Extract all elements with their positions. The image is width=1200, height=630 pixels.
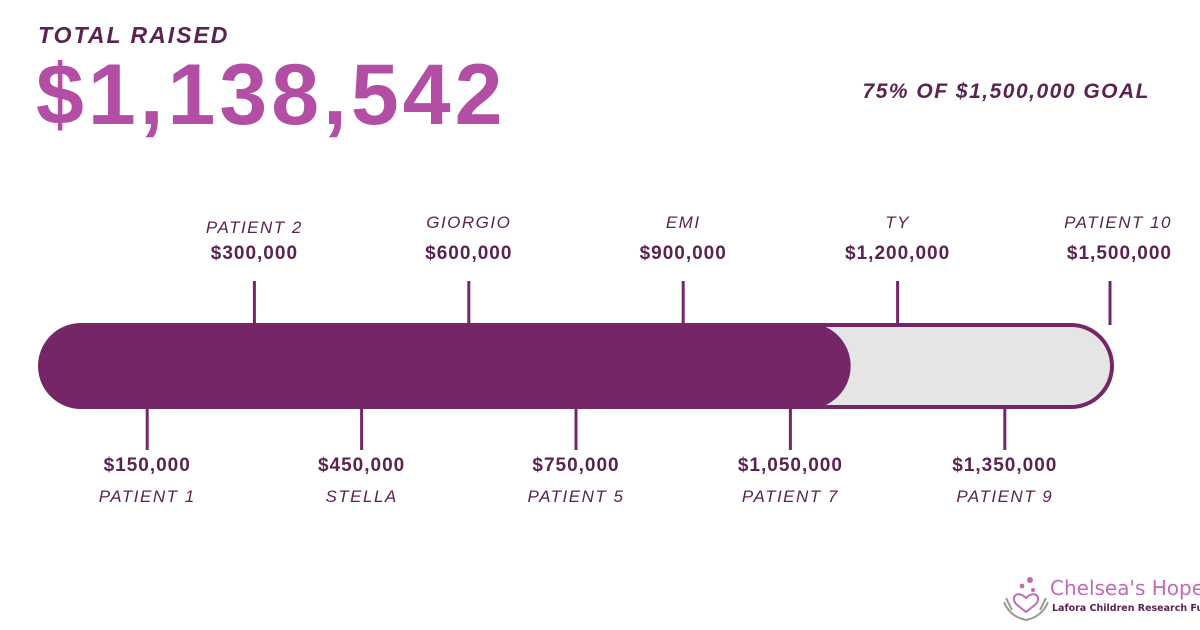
milestone-markers: $150,000 PATIENT 1 $300,000 PATIENT 2 $450,0… xyxy=(99,213,1172,506)
milestone-name-label: TY xyxy=(885,213,910,232)
milestone-amount-label: $1,350,000 xyxy=(952,455,1057,476)
milestone-name-label: PATIENT 1 xyxy=(99,487,196,506)
milestone-amount-label: $750,000 xyxy=(532,455,619,476)
milestone-amount-label: $1,200,000 xyxy=(845,243,950,264)
milestone-amount-label: $1,050,000 xyxy=(738,455,843,476)
milestone-name-label: GIORGIO xyxy=(426,213,511,232)
logo-subtitle: Lafora Children Research Fund xyxy=(1052,603,1200,614)
milestone-amount-label: $900,000 xyxy=(640,243,727,264)
milestone-name-label: PATIENT 5 xyxy=(528,487,625,506)
milestone-amount-label: $300,000 xyxy=(211,243,298,264)
milestone-name-label: PATIENT 2 xyxy=(206,218,303,237)
milestone-name-label: PATIENT 9 xyxy=(956,487,1053,506)
total-raised-amount: $1,138,542 xyxy=(36,47,507,143)
goal-percentage-text: 75% OF $1,500,000 GOAL xyxy=(862,80,1150,103)
milestone-name-label: EMI xyxy=(666,213,701,232)
milestone-amount-label: $1,500,000 xyxy=(1067,243,1172,264)
chelseas-hope-logo: Chelsea's Hope Lafora Children Research … xyxy=(1000,568,1200,624)
hands-heart-icon xyxy=(1003,577,1049,622)
milestone-amount-label: $150,000 xyxy=(104,455,191,476)
milestone-name-label: STELLA xyxy=(325,487,397,506)
progress-fill xyxy=(40,323,851,409)
milestone-amount-label: $600,000 xyxy=(425,243,512,264)
logo-name: Chelsea's Hope xyxy=(1050,576,1200,600)
milestone-name-label: PATIENT 10 xyxy=(1064,213,1172,232)
milestone-name-label: PATIENT 7 xyxy=(742,487,839,506)
milestone-amount-label: $450,000 xyxy=(318,455,405,476)
total-raised-label: TOTAL RAISED xyxy=(38,22,230,48)
